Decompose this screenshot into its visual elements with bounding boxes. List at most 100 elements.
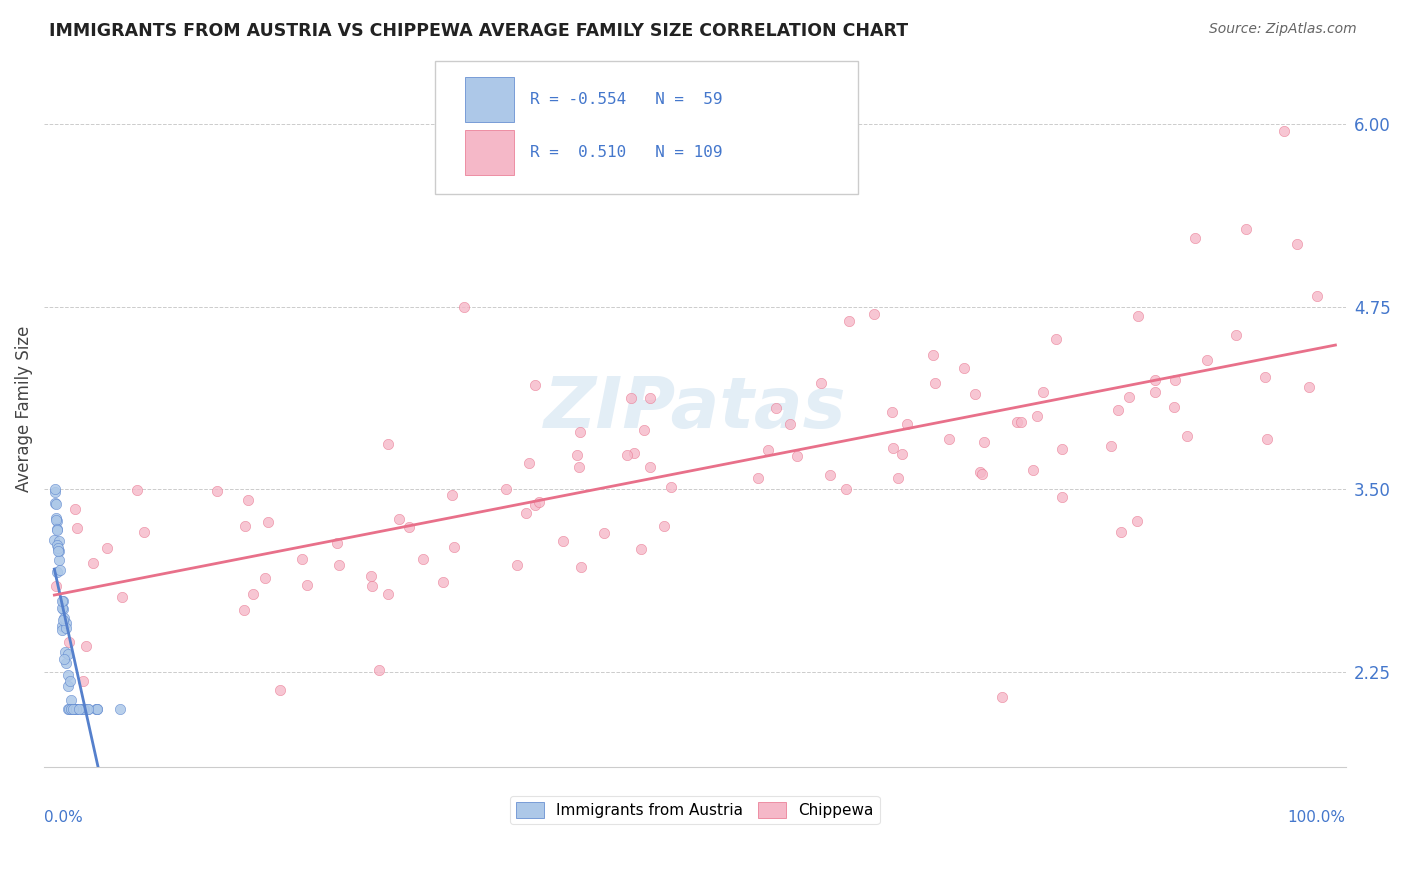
- Point: [495, 482, 517, 496]
- Point: [938, 433, 960, 447]
- Point: [58, 634, 80, 648]
- Point: [72, 702, 94, 716]
- Point: [659, 480, 682, 494]
- Point: [53, 611, 76, 625]
- Point: [1298, 380, 1320, 394]
- Point: [440, 488, 463, 502]
- Point: [880, 405, 903, 419]
- Point: [838, 314, 860, 328]
- Point: [60, 702, 83, 716]
- Point: [1285, 236, 1308, 251]
- Point: [111, 590, 134, 604]
- Point: [56, 668, 79, 682]
- Point: [69, 702, 91, 716]
- Point: [1144, 384, 1167, 399]
- Point: [84, 702, 107, 716]
- Point: [361, 579, 384, 593]
- Point: [1026, 409, 1049, 423]
- Point: [62, 702, 84, 716]
- Point: [52, 613, 75, 627]
- Point: [44, 482, 66, 496]
- Point: [1272, 124, 1295, 138]
- Point: [835, 482, 858, 496]
- Point: [654, 519, 676, 533]
- Point: [73, 702, 96, 716]
- Point: [291, 551, 314, 566]
- Point: [569, 560, 592, 574]
- Point: [242, 587, 264, 601]
- Point: [922, 348, 945, 362]
- Point: [432, 574, 454, 589]
- Point: [256, 515, 278, 529]
- Point: [48, 553, 70, 567]
- Y-axis label: Average Family Size: Average Family Size: [15, 326, 32, 492]
- Point: [45, 523, 67, 537]
- Point: [58, 702, 80, 716]
- Point: [56, 679, 79, 693]
- Point: [1022, 463, 1045, 477]
- Point: [963, 387, 986, 401]
- Point: [443, 541, 465, 555]
- Point: [388, 512, 411, 526]
- Point: [72, 673, 94, 688]
- Point: [207, 484, 229, 499]
- Point: [65, 702, 87, 716]
- Point: [398, 520, 420, 534]
- Point: [786, 449, 808, 463]
- Point: [55, 621, 77, 635]
- Point: [882, 441, 904, 455]
- Point: [377, 436, 399, 450]
- Point: [896, 417, 918, 431]
- Point: [524, 498, 547, 512]
- Point: [51, 594, 73, 608]
- Point: [59, 673, 82, 688]
- Point: [368, 663, 391, 677]
- Point: [233, 519, 256, 533]
- Point: [887, 471, 910, 485]
- Point: [269, 683, 291, 698]
- Point: [1184, 231, 1206, 245]
- Point: [592, 526, 614, 541]
- Point: [67, 702, 90, 716]
- Point: [44, 533, 66, 548]
- Point: [1225, 328, 1247, 343]
- Point: [253, 571, 276, 585]
- Point: [568, 460, 591, 475]
- Point: [1126, 514, 1149, 528]
- Point: [1126, 310, 1149, 324]
- Point: [1305, 289, 1327, 303]
- Point: [810, 376, 832, 390]
- Text: Source: ZipAtlas.com: Source: ZipAtlas.com: [1209, 22, 1357, 37]
- Point: [412, 552, 434, 566]
- Point: [1050, 442, 1073, 456]
- Point: [1107, 402, 1129, 417]
- Text: R =  0.510   N = 109: R = 0.510 N = 109: [530, 145, 723, 160]
- Point: [377, 586, 399, 600]
- Point: [48, 534, 70, 549]
- Point: [297, 578, 319, 592]
- Point: [565, 448, 588, 462]
- Text: R = -0.554   N =  59: R = -0.554 N = 59: [530, 92, 723, 107]
- Point: [569, 425, 592, 439]
- Point: [616, 448, 638, 462]
- Point: [758, 442, 780, 457]
- Bar: [464, 78, 515, 121]
- Point: [1234, 222, 1257, 236]
- Text: ZIPatas: ZIPatas: [544, 375, 846, 443]
- Point: [63, 702, 86, 716]
- Point: [1144, 373, 1167, 387]
- Point: [127, 483, 149, 497]
- Point: [953, 360, 976, 375]
- Point: [46, 544, 69, 558]
- Point: [52, 651, 75, 665]
- Point: [52, 602, 75, 616]
- Point: [1256, 432, 1278, 446]
- Point: [890, 447, 912, 461]
- Point: [1010, 415, 1032, 429]
- Point: [77, 702, 100, 716]
- Point: [46, 566, 69, 580]
- Point: [65, 702, 87, 716]
- Point: [620, 391, 643, 405]
- Point: [1052, 490, 1074, 504]
- Point: [65, 702, 87, 716]
